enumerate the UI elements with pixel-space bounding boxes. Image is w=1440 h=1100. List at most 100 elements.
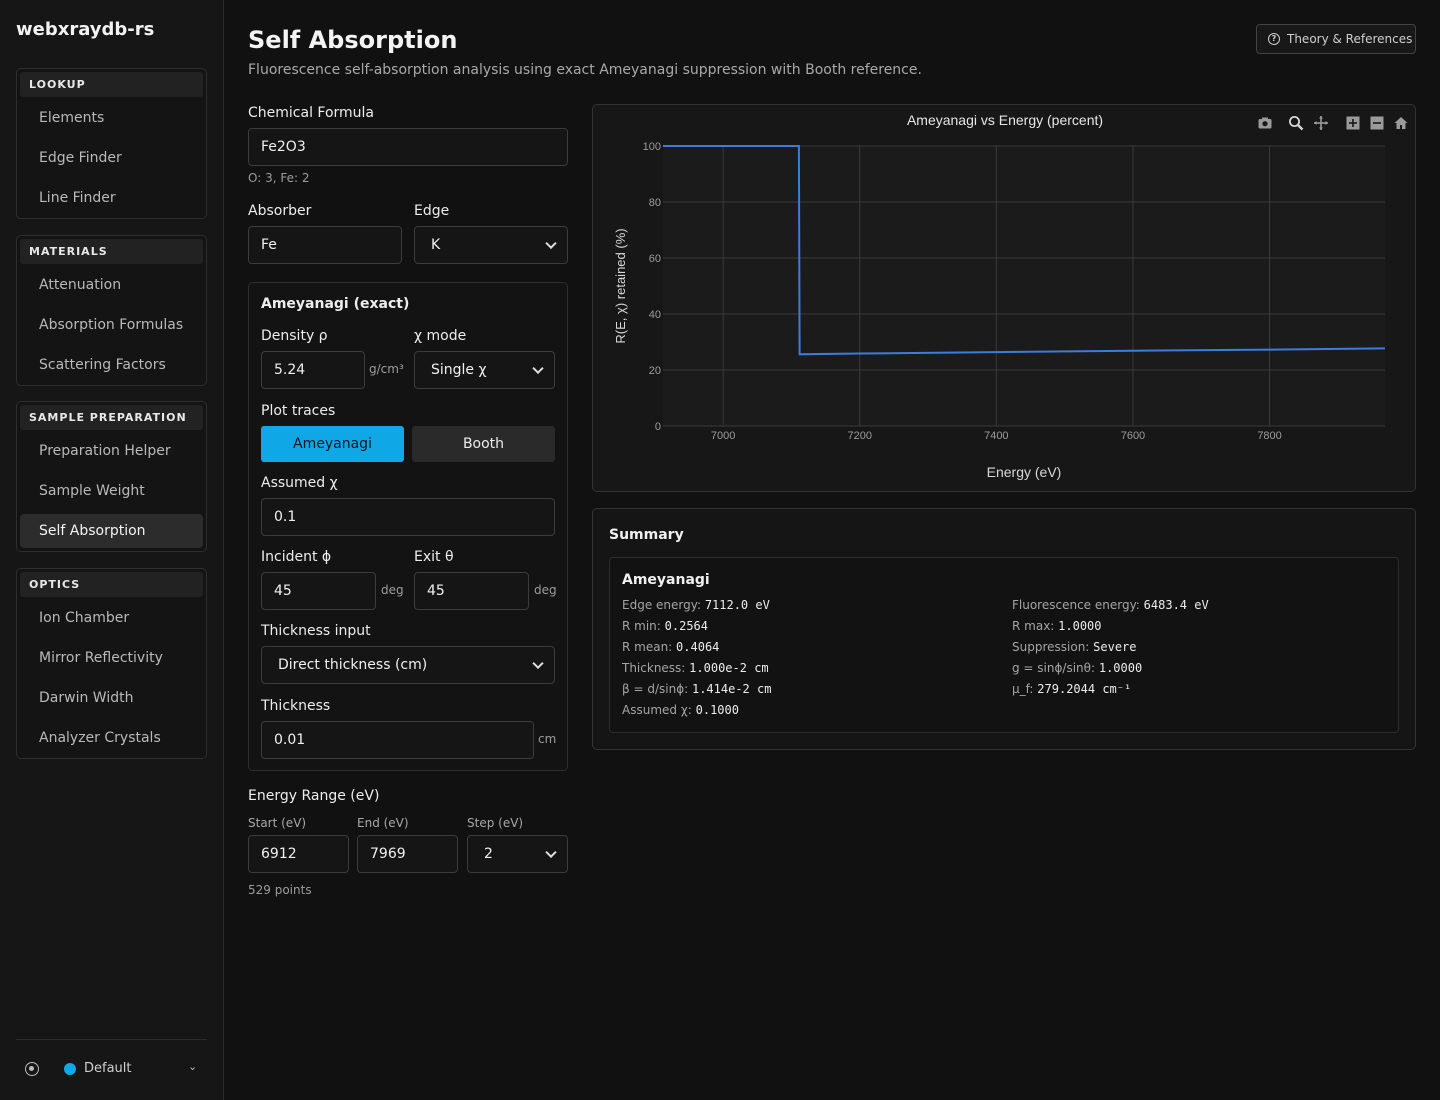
incident-angle-label: Incident ϕ <box>261 549 332 565</box>
theme-color-dot <box>64 1063 76 1075</box>
sidebar-item-line-finder[interactable]: Line Finder <box>39 190 116 206</box>
sidebar-item-elements[interactable]: Elements <box>39 110 105 126</box>
y-axis-label: R(E, χ) retained (%) <box>613 228 628 343</box>
step-energy-select[interactable]: 2 <box>467 835 568 873</box>
summary-value: 279.2044 cm⁻¹ <box>1037 682 1132 696</box>
density-input[interactable]: 5.24 <box>261 351 365 389</box>
density-unit: g/cm³ <box>369 362 404 376</box>
summary-value: 0.4064 <box>676 640 720 654</box>
sidebar: webxraydb-rs LOOKUP Elements Edge Finder… <box>0 0 224 1100</box>
sidebar-item-ion-chamber[interactable]: Ion Chamber <box>39 610 130 626</box>
thickness-input-select[interactable]: Direct thickness (cm) <box>261 646 555 684</box>
summary-value: 1.000e-2 cm <box>689 661 769 675</box>
step-energy-label: Step (eV) <box>467 816 524 830</box>
sidebar-item-analyzer-crystals[interactable]: Analyzer Crystals <box>39 730 161 746</box>
pan-icon[interactable] <box>1313 115 1329 131</box>
page-subtitle: Fluorescence self-absorption analysis us… <box>248 62 922 78</box>
sidebar-item-edge-finder[interactable]: Edge Finder <box>39 150 122 166</box>
line-chart[interactable]: 0 20 40 60 80 100 7000 7200 7400 7600 7800 Ameyanag… <box>593 105 1417 493</box>
formula-input[interactable]: Fe2O3 <box>248 128 568 166</box>
chi-mode-label: χ mode <box>414 328 467 344</box>
camera-icon[interactable] <box>1257 115 1273 131</box>
thickness-label: Thickness <box>261 698 331 714</box>
exit-angle-input[interactable]: 45 <box>414 572 529 610</box>
summary-key: Assumed χ: <box>622 703 696 717</box>
summary-row: Fluorescence energy: 6483.4 eV <box>1012 598 1209 612</box>
y-tick-label: 60 <box>649 253 661 265</box>
chart-panel: 0 20 40 60 80 100 7000 7200 7400 7600 7800 Ameyanag… <box>592 104 1416 492</box>
summary-value: 7112.0 eV <box>704 598 770 612</box>
nav-group-sample-preparation: SAMPLE PREPARATION Preparation Helper Sa… <box>16 401 207 552</box>
chevron-down-icon[interactable]: ⌄ <box>188 1060 198 1073</box>
summary-row: R min: 0.2564 <box>622 619 708 633</box>
end-energy-input[interactable]: 7969 <box>357 835 458 873</box>
assumed-chi-input[interactable]: 0.1 <box>261 498 555 536</box>
summary-key: Fluorescence energy: <box>1012 598 1144 612</box>
summary-value: 1.0000 <box>1098 661 1143 675</box>
nav-heading: OPTICS <box>20 572 203 597</box>
summary-row: R max: 1.0000 <box>1012 619 1102 633</box>
edge-select[interactable]: K <box>414 226 568 264</box>
sidebar-item-preparation-helper[interactable]: Preparation Helper <box>39 443 171 459</box>
nav-heading: MATERIALS <box>20 239 203 264</box>
incident-angle-input[interactable]: 45 <box>261 572 376 610</box>
summary-card-ameyanagi: Ameyanagi Edge energy: 7112.0 eV R min: 0… <box>609 557 1399 733</box>
summary-panel: Summary Ameyanagi Edge energy: 7112.0 eV… <box>592 508 1416 750</box>
summary-key: g = sinϕ/sinθ: <box>1012 661 1099 675</box>
sidebar-item-scattering-factors[interactable]: Scattering Factors <box>39 357 166 373</box>
help-circle-icon: ? <box>1268 33 1280 45</box>
summary-row: Suppression: Severe <box>1012 640 1137 654</box>
summary-key: Edge energy: <box>622 598 705 612</box>
zoom-icon[interactable] <box>1288 115 1304 131</box>
y-tick-label: 20 <box>649 365 661 377</box>
sidebar-item-absorption-formulas[interactable]: Absorption Formulas <box>39 317 184 333</box>
sidebar-item-sample-weight[interactable]: Sample Weight <box>39 483 145 499</box>
zoom-out-icon[interactable] <box>1369 115 1385 131</box>
summary-card-title: Ameyanagi <box>622 572 710 588</box>
summary-key: μ_f: <box>1012 682 1038 696</box>
summary-title: Summary <box>609 527 684 543</box>
summary-value: 6483.4 eV <box>1143 598 1209 612</box>
thickness-unit: cm <box>538 732 557 746</box>
summary-key: R max: <box>1012 619 1059 633</box>
summary-key: Thickness: <box>622 661 690 675</box>
theme-select[interactable]: Default <box>84 1061 132 1076</box>
summary-row: R mean: 0.4064 <box>622 640 719 654</box>
ameyanagi-title: Ameyanagi (exact) <box>261 296 410 312</box>
incident-angle-unit: deg <box>381 583 404 597</box>
trace-ameyanagi-toggle[interactable]: Ameyanagi <box>261 426 404 462</box>
sidebar-item-attenuation[interactable]: Attenuation <box>39 277 122 293</box>
sidebar-item-mirror-reflectivity[interactable]: Mirror Reflectivity <box>39 650 163 666</box>
start-energy-input[interactable]: 6912 <box>248 835 349 873</box>
app-brand: webxraydb-rs <box>16 19 155 40</box>
absorber-input[interactable]: Fe <box>248 226 402 264</box>
nav-heading: SAMPLE PREPARATION <box>20 405 203 430</box>
thickness-input[interactable]: 0.01 <box>261 721 534 759</box>
chi-mode-select[interactable]: Single χ <box>414 351 555 389</box>
nav-group-lookup: LOOKUP Elements Edge Finder Line Finder <box>16 68 207 219</box>
trace-booth-toggle[interactable]: Booth <box>412 426 555 462</box>
x-tick-label: 7000 <box>711 430 735 442</box>
y-tick-label: 0 <box>655 421 661 433</box>
exit-angle-unit: deg <box>534 583 557 597</box>
density-label: Density ρ <box>261 328 328 344</box>
sun-icon[interactable] <box>25 1062 39 1076</box>
absorber-label: Absorber <box>248 203 312 219</box>
nav-group-materials: MATERIALS Attenuation Absorption Formula… <box>16 235 207 386</box>
theory-references-button[interactable]: ? Theory & References <box>1256 24 1416 54</box>
summary-row: g = sinϕ/sinθ: 1.0000 <box>1012 661 1142 675</box>
series-line <box>663 145 1386 356</box>
sidebar-footer: Default ⌄ <box>16 1039 207 1100</box>
x-tick-label: 7600 <box>1121 430 1145 442</box>
assumed-chi-label: Assumed χ <box>261 475 338 491</box>
summary-row: μ_f: 279.2044 cm⁻¹ <box>1012 682 1131 696</box>
summary-value: Severe <box>1093 640 1137 654</box>
sidebar-item-self-absorption[interactable]: Self Absorption <box>20 514 203 548</box>
sidebar-item-darwin-width[interactable]: Darwin Width <box>39 690 134 706</box>
energy-range-title: Energy Range (eV) <box>248 788 380 804</box>
zoom-in-icon[interactable] <box>1345 115 1361 131</box>
summary-row: Assumed χ: 0.1000 <box>622 703 739 717</box>
x-tick-label: 7800 <box>1257 430 1281 442</box>
theory-references-label: Theory & References <box>1287 32 1413 46</box>
home-icon[interactable] <box>1393 115 1409 131</box>
